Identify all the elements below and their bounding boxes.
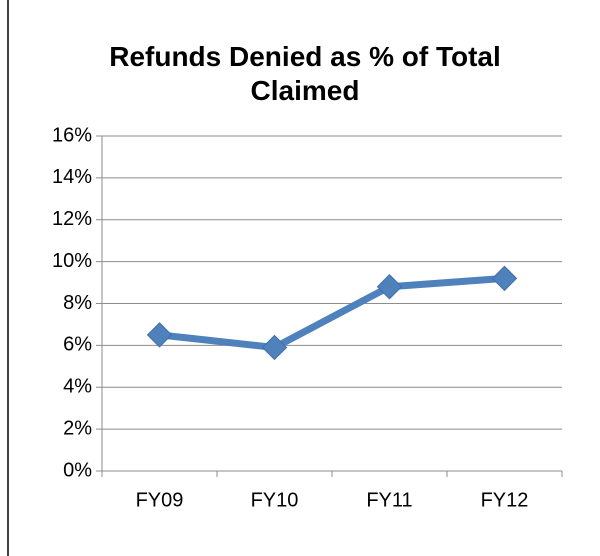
chart-title: Refunds Denied as % of Total Claimed bbox=[109, 41, 501, 106]
y-tick-label: 8% bbox=[63, 292, 92, 314]
x-tick-label: FY09 bbox=[136, 489, 184, 511]
y-tick-label: 0% bbox=[63, 459, 92, 481]
data-point bbox=[261, 334, 288, 361]
x-tick-label: FY10 bbox=[251, 489, 299, 511]
data-point bbox=[376, 274, 403, 300]
y-tick-label: 4% bbox=[63, 376, 92, 398]
data-point bbox=[146, 322, 173, 348]
y-tick-label: 6% bbox=[63, 334, 92, 356]
y-tick-label: 12% bbox=[52, 208, 92, 230]
data-line bbox=[159, 274, 505, 351]
y-tick-label: 2% bbox=[63, 417, 92, 439]
x-tick-label: FY12 bbox=[481, 489, 529, 511]
x-tick-label: FY11 bbox=[366, 489, 412, 511]
data-point bbox=[491, 265, 518, 292]
y-tick-label: 16% bbox=[52, 124, 92, 146]
y-tick-label: 14% bbox=[52, 166, 92, 188]
y-tick-label: 10% bbox=[52, 250, 92, 272]
